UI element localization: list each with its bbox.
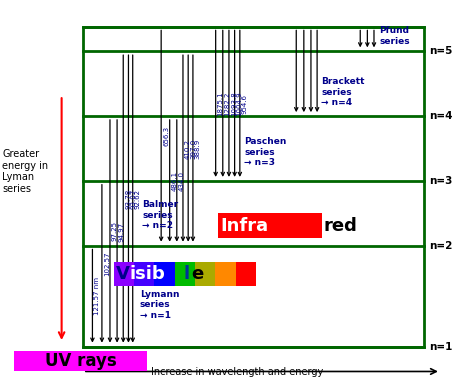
Text: 656.3: 656.3 [163, 126, 169, 146]
Text: 1875.1: 1875.1 [218, 91, 224, 116]
Bar [14, 351, 147, 371]
Text: n=5: n=5 [429, 46, 452, 56]
Text: Brackett
series
→ n=4: Brackett series → n=4 [321, 77, 365, 107]
Text: 954.6: 954.6 [242, 94, 248, 114]
Text: 92.62: 92.62 [135, 189, 141, 209]
Text: 102.57: 102.57 [104, 251, 110, 276]
Bar [114, 262, 134, 286]
Bar [175, 262, 195, 286]
Text: Balmer
series
→ n=2: Balmer series → n=2 [142, 200, 178, 230]
Text: e: e [191, 265, 203, 283]
Bar [155, 262, 175, 286]
Text: 388.9: 388.9 [195, 138, 201, 159]
Text: Pfund
series: Pfund series [379, 27, 410, 46]
Text: 1282.2: 1282.2 [225, 92, 231, 116]
Bar [83, 27, 424, 347]
Text: 1004.9: 1004.9 [237, 91, 243, 116]
Bar [134, 262, 155, 286]
Bar [218, 213, 321, 238]
Text: Infra: Infra [220, 217, 269, 235]
Text: 93.78: 93.78 [125, 189, 131, 209]
Text: 121.57 nm: 121.57 nm [94, 277, 100, 315]
Text: n=1: n=1 [429, 342, 452, 352]
Bar [236, 262, 256, 286]
Text: 434.0: 434.0 [179, 171, 185, 191]
Text: isib: isib [129, 265, 165, 283]
Text: n=2: n=2 [429, 241, 452, 251]
Text: Paschen
series
→ n=3: Paschen series → n=3 [244, 138, 286, 167]
Text: V: V [116, 265, 129, 283]
Text: Greater
energy in
Lyman
series: Greater energy in Lyman series [2, 149, 48, 194]
Text: n=3: n=3 [429, 176, 452, 186]
Text: 97.25: 97.25 [112, 221, 118, 242]
Text: red: red [324, 217, 358, 235]
Text: UV rays: UV rays [45, 352, 117, 370]
Text: Increase in wavelength and energy: Increase in wavelength and energy [151, 367, 323, 377]
Text: 397.0: 397.0 [190, 138, 196, 159]
Text: 94.97: 94.97 [119, 221, 125, 242]
Bar [215, 262, 236, 286]
Text: Lymann
series
→ n=1: Lymann series → n=1 [140, 290, 179, 320]
Text: 410.2: 410.2 [185, 139, 191, 158]
Bar [195, 262, 215, 286]
Text: 486.1: 486.1 [172, 171, 178, 191]
Text: n=4: n=4 [429, 111, 453, 121]
Text: 93.07: 93.07 [130, 189, 137, 209]
Text: 1093.8: 1093.8 [231, 91, 237, 116]
Text: l: l [184, 265, 190, 283]
